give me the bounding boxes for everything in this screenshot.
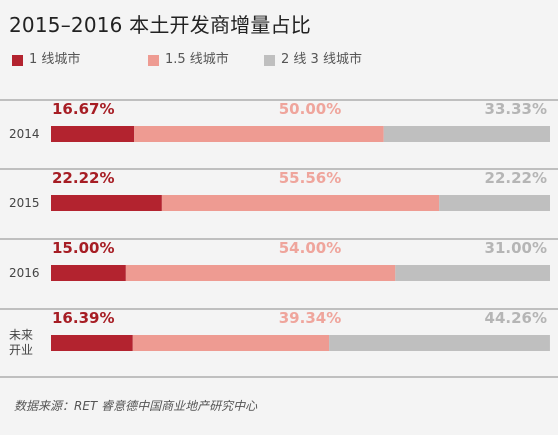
data-label: 15.00% bbox=[52, 239, 114, 257]
bar-segment bbox=[51, 335, 133, 351]
category-label: 2014 bbox=[9, 127, 40, 141]
bar-segment bbox=[161, 195, 440, 211]
chart-title: 2015–2016 本土开发商增量占比 bbox=[9, 13, 311, 37]
legend-label-tier1: 1 线城市 bbox=[29, 52, 81, 67]
legend-swatch-tier1-5 bbox=[148, 55, 159, 66]
category-label: 2016 bbox=[9, 266, 40, 280]
data-label: 16.67% bbox=[52, 100, 114, 118]
bar-segment bbox=[134, 126, 384, 142]
bar-segment bbox=[51, 126, 135, 142]
bar-segment bbox=[51, 265, 126, 281]
bar-segment bbox=[329, 335, 550, 351]
legend-swatch-tier2-3 bbox=[264, 55, 275, 66]
data-label: 22.22% bbox=[52, 169, 114, 187]
bar-segment bbox=[125, 265, 396, 281]
bar-segment bbox=[439, 195, 550, 211]
data-label: 50.00% bbox=[279, 100, 341, 118]
data-label: 39.34% bbox=[279, 309, 341, 327]
legend-label-tier2-3: 2 线 3 线城市 bbox=[281, 52, 362, 67]
data-label: 33.33% bbox=[485, 100, 547, 118]
data-label: 54.00% bbox=[279, 239, 341, 257]
data-label: 55.56% bbox=[279, 169, 341, 187]
bar-segment bbox=[383, 126, 550, 142]
data-label: 16.39% bbox=[52, 309, 114, 327]
bar-segment bbox=[51, 195, 162, 211]
legend-swatch-tier1 bbox=[12, 55, 23, 66]
category-label: 未来开业 bbox=[9, 328, 33, 357]
source-note: 数据来源：RET 睿意德中国商业地产研究中心 bbox=[14, 399, 258, 413]
data-label: 22.22% bbox=[485, 169, 547, 187]
bar-segment bbox=[132, 335, 330, 351]
data-label: 31.00% bbox=[485, 239, 547, 257]
category-label: 2015 bbox=[9, 196, 40, 210]
bar-segment bbox=[395, 265, 550, 281]
legend-label-tier1-5: 1.5 线城市 bbox=[165, 52, 229, 67]
data-label: 44.26% bbox=[485, 309, 547, 327]
